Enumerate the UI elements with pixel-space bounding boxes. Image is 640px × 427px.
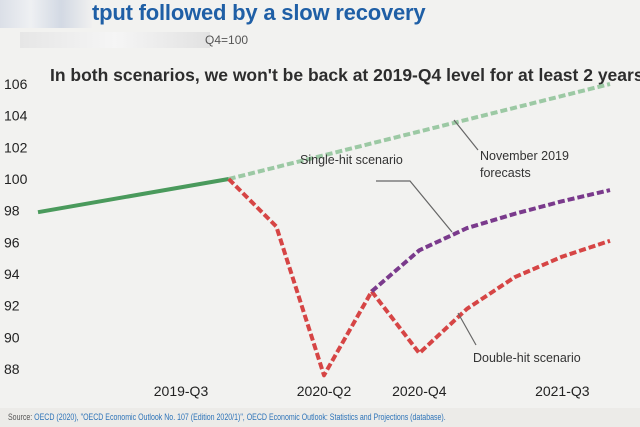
- y-tick-label: 92: [4, 298, 20, 314]
- chart-subtitle: Q4=100: [205, 33, 249, 47]
- forecast-leader: [453, 119, 479, 151]
- double-hit-annotation: Double-hit scenario: [473, 351, 581, 365]
- y-tick-label: 100: [4, 171, 28, 187]
- x-axis: 2019-Q3 2020-Q2 2020-Q4 2021-Q3: [154, 383, 590, 399]
- double-hit-line: [227, 177, 611, 378]
- source-link[interactable]: OECD (2020), "OECD Economic Outlook No. …: [34, 412, 446, 422]
- title-obscured: [0, 0, 92, 28]
- y-tick-label: 102: [4, 139, 28, 155]
- y-tick-label: 94: [4, 266, 20, 282]
- y-tick-label: 106: [4, 76, 28, 92]
- forecast-annotation-line2: forecasts: [480, 166, 531, 180]
- series-layer: [37, 82, 611, 378]
- single-hit-line: [370, 188, 611, 293]
- chart: In both scenarios, we won't be back at 2…: [4, 65, 640, 399]
- y-tick-label: 88: [4, 361, 20, 377]
- source-bar: [0, 408, 640, 427]
- y-tick-label: 98: [4, 203, 20, 219]
- source-note: Source: OECD (2020), "OECD Economic Outl…: [8, 412, 446, 422]
- actual-line: [37, 177, 230, 215]
- chart-title: tput followed by a slow recovery: [92, 0, 426, 25]
- annotations: Single-hit scenario November 2019 forecast…: [300, 119, 581, 365]
- chart-headline: In both scenarios, we won't be back at 2…: [50, 65, 640, 85]
- y-tick-label: 96: [4, 234, 20, 250]
- single-hit-leader: [376, 180, 453, 233]
- forecast-line: [228, 82, 611, 181]
- single-hit-annotation: Single-hit scenario: [300, 153, 403, 167]
- y-axis: 88 90 92 94 96 98 100 102 104 106: [4, 76, 28, 377]
- y-tick-label: 90: [4, 329, 20, 345]
- subtitle-obscured: [20, 32, 210, 48]
- forecast-annotation-line1: November 2019: [480, 149, 569, 163]
- x-tick-label: 2019-Q3: [154, 383, 209, 399]
- source-prefix: Source:: [8, 412, 35, 422]
- y-tick-label: 104: [4, 108, 28, 124]
- x-tick-label: 2021-Q3: [535, 383, 590, 399]
- x-tick-label: 2020-Q4: [392, 383, 447, 399]
- x-tick-label: 2020-Q2: [297, 383, 352, 399]
- double-hit-leader: [457, 312, 477, 346]
